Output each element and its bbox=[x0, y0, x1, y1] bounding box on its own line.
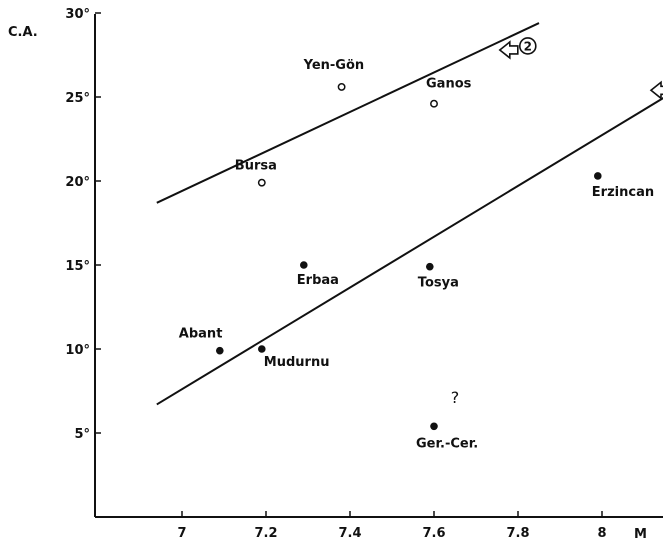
x-tick-label: 7 bbox=[177, 526, 186, 541]
point-label: Mudurnu bbox=[264, 355, 330, 370]
x-tick-label: 7.8 bbox=[506, 526, 529, 541]
y-tick-label: 25° bbox=[65, 91, 90, 106]
y-tick-label: 30° bbox=[65, 7, 90, 22]
point-label: Erbaa bbox=[297, 273, 339, 288]
x-tick-label: 8 bbox=[597, 526, 606, 541]
filled-point bbox=[430, 422, 438, 431]
x-tick-label: 7.6 bbox=[422, 526, 445, 541]
y-tick-label: 10° bbox=[65, 343, 90, 358]
annotation-label: ? bbox=[451, 388, 460, 407]
filled-point bbox=[426, 262, 434, 271]
marker-number: 2 bbox=[524, 39, 532, 53]
arrow-marker: 1 bbox=[649, 80, 663, 100]
point-labels: Yen-Gön Ganos Bursa Erzincan Erbaa Tosya Abant… bbox=[179, 58, 654, 451]
point-label: Erzincan bbox=[592, 185, 654, 200]
fit-line bbox=[156, 97, 663, 406]
point-label: Ganos bbox=[426, 77, 472, 92]
x-tick-label: 7.2 bbox=[254, 526, 277, 541]
point-label: Yen-Gön bbox=[303, 58, 365, 73]
axes bbox=[94, 14, 663, 518]
ticks: 7 7.2 7.4 7.6 7.8 8 5° 10° 15° 20° 25° 30° bbox=[65, 7, 606, 541]
point-label: Bursa bbox=[235, 159, 277, 174]
y-tick-label: 20° bbox=[65, 175, 90, 190]
filled-point bbox=[300, 261, 308, 269]
x-tick-label: 7.4 bbox=[338, 526, 361, 541]
arrow-icon bbox=[498, 40, 519, 60]
y-tick-label: 15° bbox=[65, 259, 90, 274]
filled-point bbox=[258, 345, 266, 353]
filled-point bbox=[594, 172, 602, 180]
circled-number-icon bbox=[518, 37, 537, 55]
fit-line bbox=[156, 22, 540, 204]
data-points bbox=[216, 82, 602, 431]
arrow-marker: 2 bbox=[498, 37, 537, 60]
y-tick-label: 5° bbox=[74, 427, 90, 442]
point-label: Abant bbox=[179, 327, 223, 342]
point-label: Tosya bbox=[418, 276, 459, 291]
open-point bbox=[430, 99, 438, 108]
arrow-icon bbox=[649, 80, 663, 100]
filled-point bbox=[216, 346, 224, 355]
x-axis-label: M bbox=[634, 527, 647, 542]
open-point bbox=[257, 178, 266, 187]
arrow-markers: 21 bbox=[498, 37, 663, 100]
y-axis-label: C.A. bbox=[8, 25, 38, 40]
fit-lines bbox=[156, 22, 663, 406]
point-label: Ger.-Cer. bbox=[416, 436, 478, 451]
open-point bbox=[337, 82, 346, 91]
